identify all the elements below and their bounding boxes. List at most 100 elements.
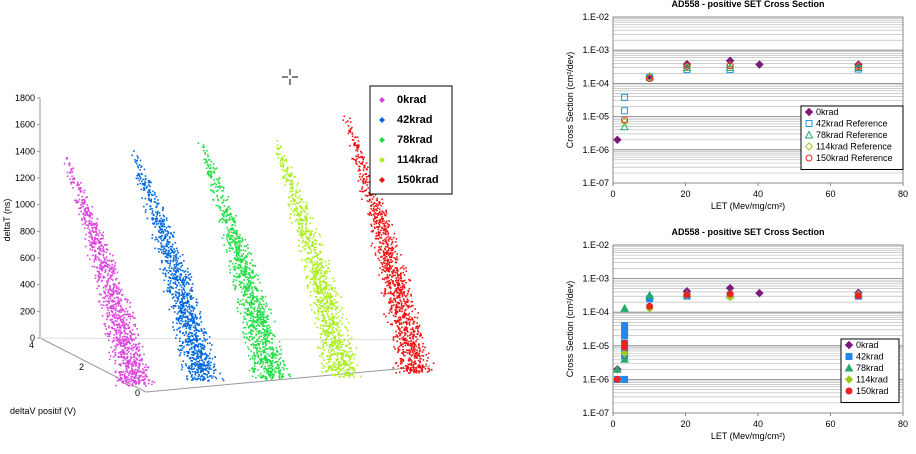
data-point: [318, 262, 321, 265]
data-point: [248, 336, 251, 338]
data-point: [335, 291, 337, 294]
data-point: [314, 283, 317, 286]
data-point: [118, 310, 121, 312]
data-point: [337, 311, 339, 314]
data-point: [116, 318, 119, 320]
data-point: [141, 180, 143, 183]
data-point: [265, 356, 268, 358]
data-point: [183, 289, 185, 292]
data-point: [212, 198, 214, 201]
data-point: [253, 371, 256, 373]
data-point: [385, 228, 388, 230]
data-point: [190, 364, 193, 366]
data-point: [328, 306, 330, 308]
data-point: [151, 193, 153, 196]
data-point: [283, 164, 285, 166]
data-point: [285, 160, 288, 163]
data-point: [327, 315, 329, 318]
data-point: [344, 350, 346, 352]
data-point: [306, 284, 309, 287]
data-point: [209, 348, 212, 351]
data-point: [185, 319, 187, 322]
data-point: [183, 284, 185, 286]
data-point: [302, 230, 305, 233]
data-point: [321, 356, 324, 358]
data-point: [113, 306, 115, 308]
data-point: [418, 350, 421, 353]
data-point: [301, 207, 304, 210]
data-point: [251, 302, 254, 304]
data-point: [315, 291, 317, 294]
data-point: [163, 245, 165, 248]
data-point: [175, 278, 177, 281]
data-point: [192, 368, 194, 371]
data-point: [99, 265, 102, 268]
data-point: [388, 263, 390, 265]
data-point: [102, 266, 105, 269]
data-point: [258, 301, 261, 304]
data-point: [98, 272, 100, 275]
data-point: [358, 175, 361, 178]
data-point: [99, 248, 102, 250]
data-point: [418, 325, 420, 328]
data-point: [322, 287, 325, 290]
data-point: [396, 292, 398, 294]
data-point: [361, 186, 364, 188]
data-point: [197, 339, 199, 341]
data-point: [112, 288, 114, 290]
data-point: [162, 232, 165, 234]
data-point: [276, 147, 278, 150]
data-point: [274, 357, 277, 359]
data-point: [241, 258, 243, 261]
data-point: [221, 186, 223, 188]
data-point: [158, 226, 161, 229]
data-point: [190, 356, 192, 359]
data-point: [394, 267, 397, 269]
data-point: [338, 348, 340, 351]
data-point: [264, 330, 266, 332]
data-point: [248, 273, 250, 275]
data-point: [245, 245, 247, 247]
data-point: [111, 311, 114, 313]
data-point: [84, 245, 87, 248]
data-point: [192, 346, 195, 348]
data-point: [214, 376, 217, 378]
data-point: [307, 229, 310, 231]
data-point: [98, 259, 101, 262]
data-point: [185, 304, 187, 307]
data-point: [109, 330, 112, 333]
data-point: [187, 319, 189, 321]
data-point: [328, 346, 331, 349]
data-point: [91, 237, 93, 240]
data-point: [411, 300, 413, 303]
data-point: [248, 348, 250, 351]
data-point: [178, 288, 180, 291]
data-point: [175, 286, 177, 289]
data-point: [271, 369, 274, 372]
data-point: [295, 191, 298, 194]
data-point: [120, 355, 123, 358]
data-point: [192, 297, 194, 299]
data-point: [194, 378, 196, 381]
data-point: [246, 337, 248, 340]
data-point: [125, 366, 127, 368]
data-point: [243, 245, 246, 248]
data-point: [332, 373, 335, 376]
data-point: [245, 286, 247, 289]
data-point: [300, 250, 303, 253]
data-point: [384, 293, 387, 295]
data-point: [400, 323, 403, 325]
data-point: [101, 234, 103, 236]
data-point: [191, 305, 194, 308]
data-point: [165, 260, 168, 263]
data-point: [106, 259, 109, 262]
data-point: [256, 342, 259, 345]
data-point: [183, 280, 186, 282]
data-point: [175, 293, 177, 296]
data-point: [339, 368, 341, 370]
data-point: [268, 340, 271, 343]
data-point: [128, 362, 130, 365]
data-point: [257, 314, 260, 316]
data-point: [312, 241, 314, 243]
data-point: [397, 303, 400, 305]
